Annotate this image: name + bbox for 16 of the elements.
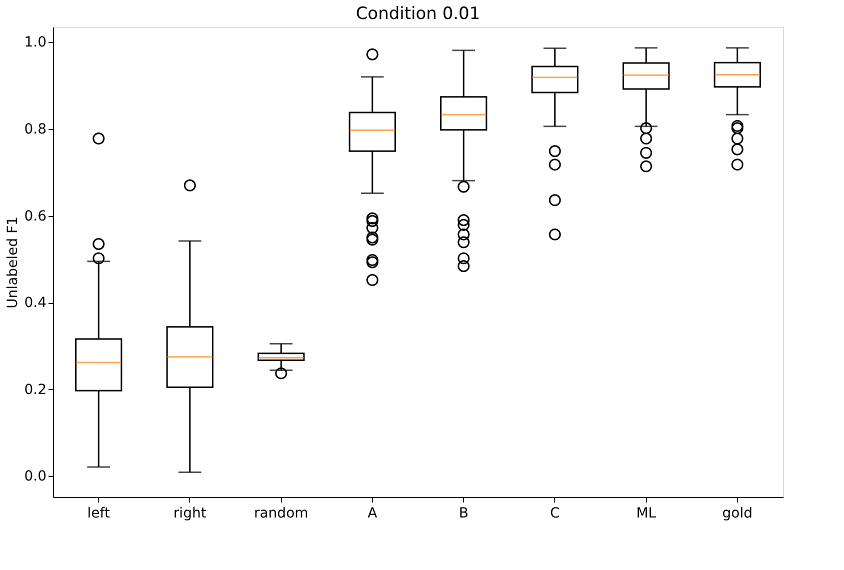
y-axis-title: Unlabeled F1 <box>5 216 22 308</box>
y-tick-label: 0.0 <box>24 468 46 485</box>
x-tick-label: C <box>550 506 560 522</box>
x-tick-label: gold <box>722 506 752 522</box>
x-tick-label: B <box>458 506 468 522</box>
y-tick-label: 0.6 <box>24 208 47 224</box>
x-tick-label: ML <box>636 506 656 522</box>
y-tick-label: 0.8 <box>24 121 46 138</box>
x-tick-label: right <box>173 506 207 522</box>
y-tick-label: 0.2 <box>24 382 46 398</box>
x-tick-label: A <box>368 506 378 522</box>
chart-title: Condition 0.01 <box>356 4 480 24</box>
y-tick-label: 1.0 <box>24 34 46 51</box>
x-tick-label: left <box>87 506 110 522</box>
y-tick-label: 0.4 <box>24 295 47 312</box>
x-tick-label: random <box>254 506 308 522</box>
